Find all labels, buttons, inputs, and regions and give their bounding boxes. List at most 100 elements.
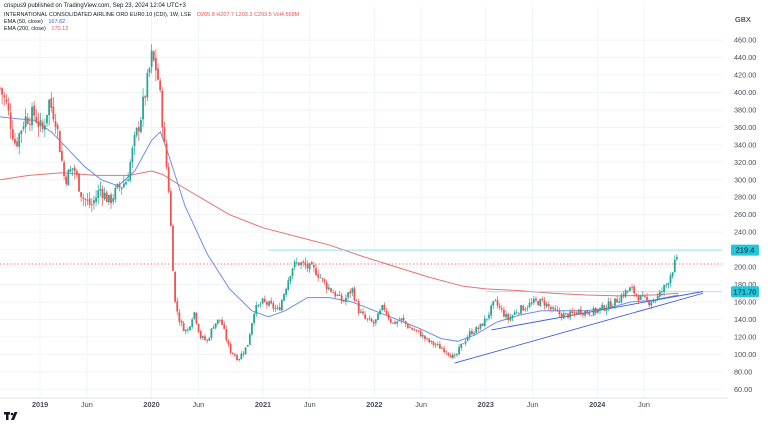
candle-body	[148, 68, 151, 73]
candle-body	[110, 194, 112, 204]
candle-body	[381, 305, 384, 311]
candle-body	[84, 199, 87, 200]
candle-body	[530, 302, 533, 304]
candle-body	[308, 263, 311, 270]
candle-body	[82, 197, 85, 199]
candle-body	[167, 167, 170, 192]
x-tick-label: Jun	[192, 400, 204, 409]
candle-body	[379, 310, 381, 315]
candle-body	[137, 127, 140, 132]
candle-body	[272, 303, 275, 309]
candle-body	[63, 162, 65, 176]
candle-body	[633, 286, 636, 294]
candle-body	[312, 265, 315, 268]
y-tick-label: 100.00	[734, 350, 756, 359]
candle-body	[413, 329, 416, 331]
candle-body	[298, 262, 300, 266]
candle-body	[573, 312, 576, 314]
legend-ema50[interactable]: EMA (50, close) 167.62	[4, 19, 299, 26]
candle-body	[464, 341, 467, 344]
price-label-text: 171.70	[734, 287, 757, 296]
candle-body	[411, 327, 414, 330]
y-tick-label: 80.00	[734, 367, 752, 376]
candle-body	[293, 261, 296, 268]
price-label-box	[731, 244, 759, 256]
time-axis[interactable]: 2019 Jun 2020 Jun 2021 Jun 2022 Jun 2023 Jun 2024 J…	[0, 397, 728, 409]
candle-body	[347, 292, 349, 298]
candle-body	[231, 352, 234, 355]
candle-body	[334, 292, 337, 297]
candle-body	[466, 337, 469, 341]
y-tick-label: 320.00	[734, 158, 756, 167]
candle-body	[240, 353, 243, 360]
candle-body	[592, 307, 595, 316]
candle-body	[219, 319, 221, 321]
candle-body	[406, 324, 409, 328]
candle-body	[174, 271, 176, 302]
candle-body	[601, 304, 604, 309]
candle-body	[547, 304, 550, 307]
candle-body	[663, 285, 665, 292]
candle-body	[118, 184, 121, 188]
candle-body	[302, 261, 305, 263]
candle-body	[255, 305, 258, 315]
candle-body	[494, 299, 497, 301]
candle-body	[201, 336, 204, 338]
candle-body	[609, 301, 612, 308]
candle-body	[157, 68, 159, 80]
candle-body	[673, 259, 676, 272]
candle-body	[5, 99, 8, 102]
candle-body	[635, 293, 638, 296]
candle-body	[490, 305, 493, 316]
candle-body	[142, 96, 144, 120]
candle-body	[639, 295, 642, 300]
candle-body	[325, 282, 328, 290]
ema200-line	[0, 170, 679, 297]
candle-body	[528, 302, 531, 308]
candle-body	[163, 127, 166, 143]
x-tick-label: 2020	[143, 400, 159, 409]
ema50-path	[0, 116, 679, 342]
price-axis[interactable]: 460.00 440.00 420.00 400.00 380.00 360.00 340.…	[734, 36, 756, 394]
candle-body	[95, 197, 97, 202]
candle-body	[586, 310, 589, 314]
candle-body	[236, 355, 238, 361]
candle-body	[622, 294, 625, 297]
candle-body	[646, 296, 648, 301]
candle-body	[67, 169, 70, 186]
candle-body	[577, 309, 580, 314]
symbol-row[interactable]: INTERNATIONAL CONSOLIDATED AIRLINE ORD E…	[4, 12, 299, 19]
candle-body	[485, 318, 488, 320]
candle-body	[227, 340, 230, 345]
candle-body	[357, 301, 360, 314]
candle-body	[46, 114, 48, 124]
y-tick-label: 360.00	[734, 123, 756, 132]
horizontal-lines	[0, 249, 722, 293]
legend-ema200-label: EMA (200, close)	[4, 26, 46, 32]
candle-body	[22, 126, 25, 129]
candle-body	[569, 311, 572, 318]
candle-body	[321, 278, 324, 279]
candle-body	[389, 319, 392, 323]
price-label-text: 219.4	[736, 246, 755, 255]
ohlc-values: O205.8 H207.7 L203.3 C203.5 Vol4.568M	[196, 12, 300, 18]
candle-body	[229, 343, 232, 353]
candle-body	[323, 279, 326, 282]
candle-body	[75, 171, 78, 175]
candle-body	[669, 275, 672, 284]
candle-body	[9, 112, 12, 129]
candle-body	[39, 120, 42, 126]
legend-ema200[interactable]: EMA (200, close) 170.12	[4, 26, 299, 33]
y-tick-label: 280.00	[734, 193, 756, 202]
x-tick-label: 2022	[366, 400, 382, 409]
candle-body	[204, 336, 206, 340]
candle-body	[451, 354, 454, 359]
candle-body	[605, 308, 608, 311]
candle-body	[526, 307, 529, 309]
candle-body	[11, 129, 14, 140]
tradingview-logo-icon[interactable]	[4, 411, 18, 421]
candle-body	[520, 305, 522, 314]
candle-body	[99, 188, 102, 191]
candle-body	[421, 334, 424, 337]
